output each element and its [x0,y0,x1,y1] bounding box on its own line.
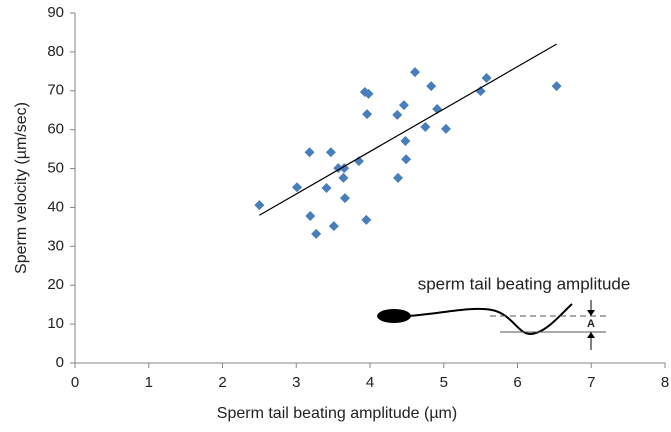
y-tick-label: 0 [56,354,64,371]
data-point [325,147,336,158]
arrow-head [587,310,595,316]
data-point [481,72,492,83]
x-tick-label: 4 [366,374,374,391]
amplitude-label: A [587,318,595,330]
data-point [393,172,404,183]
y-tick-label: 10 [47,315,64,332]
data-point [328,221,339,232]
y-tick-label: 20 [47,276,64,293]
data-point [304,147,315,158]
x-tick-label: 1 [145,374,153,391]
data-point [339,163,350,174]
data-point [291,182,302,193]
x-tick-label: 3 [292,374,300,391]
data-point [338,172,349,183]
data-point [409,67,420,78]
y-tick-label: 70 [47,82,64,99]
data-point [321,183,332,193]
sperm-tail [407,303,573,336]
x-tick-label: 0 [71,374,79,391]
sperm-head [377,309,411,323]
y-tick-label: 90 [47,4,64,21]
data-point [551,81,562,92]
trendline [259,43,557,216]
data-point [401,154,412,165]
inset-title: sperm tail beating amplitude [418,274,631,293]
data-point [339,193,350,204]
data-point [254,200,265,211]
x-tick-label: 6 [513,374,521,391]
x-tick-label: 5 [440,374,448,391]
x-tick-label: 8 [661,374,669,391]
x-axis-title: Sperm tail beating amplitude (µm) [217,405,457,422]
x-tick-label: 2 [218,374,226,391]
data-point [305,211,316,221]
data-point [392,109,403,120]
arrow-head [587,332,595,338]
data-point [362,109,373,120]
y-axis-title: Sperm velocity (µm/sec) [13,102,30,274]
y-tick-label: 80 [47,43,64,60]
data-point [400,135,411,146]
inset-diagram: A sperm tail beating amplitude [377,274,630,350]
data-point [426,81,437,92]
data-point [361,214,372,225]
y-tick-label: 50 [47,160,64,177]
data-point [311,228,322,239]
data-point [420,121,431,132]
data-point [440,123,451,134]
y-tick-label: 60 [47,121,64,138]
data-point [363,88,374,99]
y-tick-label: 30 [47,237,64,254]
data-point [398,100,409,111]
y-tick-label: 40 [47,198,64,215]
x-tick-label: 7 [587,374,595,391]
